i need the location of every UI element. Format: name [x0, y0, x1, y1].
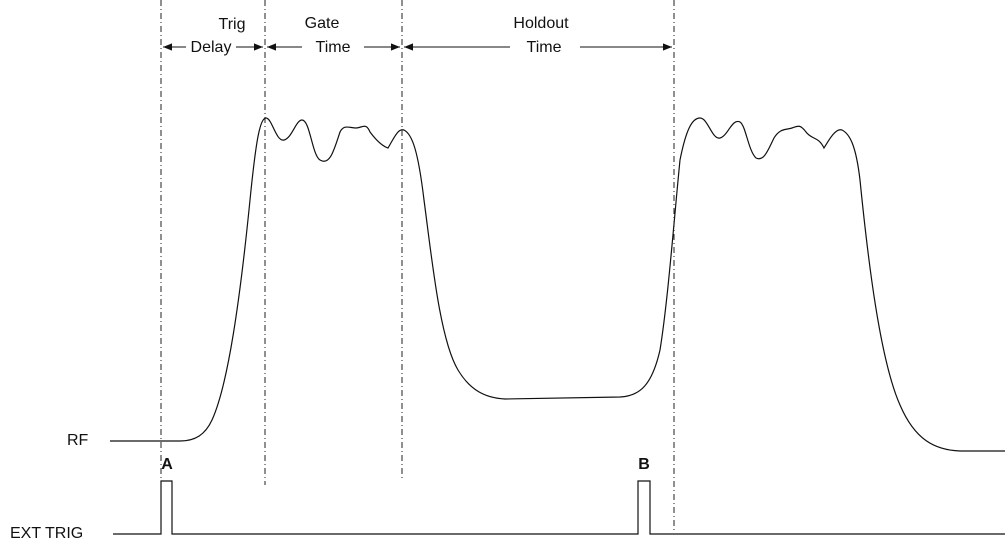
interval-label: Holdout	[513, 15, 569, 32]
guide-lines	[160, 0, 675, 530]
signal-label: EXT TRIG	[10, 525, 83, 541]
marker-label: A	[161, 456, 173, 473]
ext-trig-waveform	[113, 480, 1005, 535]
signal-label: RF	[67, 432, 89, 449]
interval-label: Time	[527, 39, 562, 56]
marker-label: B	[638, 456, 650, 473]
interval-label: Trig	[219, 16, 246, 33]
interval-label: Gate	[305, 15, 340, 32]
rf-waveform	[110, 117, 1005, 452]
interval-label: Delay	[191, 39, 232, 56]
interval-label: Time	[316, 39, 351, 56]
